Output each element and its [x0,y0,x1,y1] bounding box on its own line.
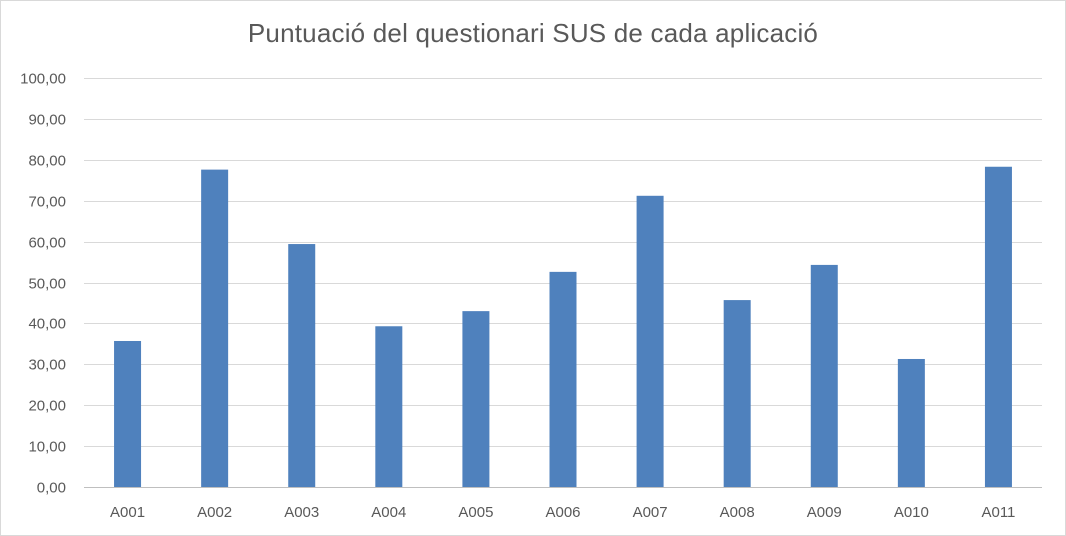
x-axis-tick-labels: A001 A002 A003 A004 A005 A006 A007 A008 A009 A010… [110,504,1015,521]
bar-a005 [462,311,490,487]
bars [114,166,1012,488]
x-tick-label: A008 [720,504,755,521]
x-tick-label: A007 [633,504,668,521]
x-tick-label: A003 [284,504,319,521]
bar-a007 [636,195,664,488]
y-tick-label: 100,00 [20,71,66,88]
x-tick-label: A011 [981,504,1015,521]
x-tick-label: A010 [894,504,929,521]
bar-a006 [549,271,577,487]
y-tick-label: 90,00 [28,112,66,129]
y-tick-label: 10,00 [28,439,66,456]
bar-a008 [723,300,751,487]
bar-a004 [375,326,403,487]
y-tick-label: 20,00 [28,398,66,415]
bar-a003 [288,244,316,487]
chart-title: Puntuació del questionari SUS de cada ap… [247,18,819,48]
x-tick-label: A004 [371,504,406,521]
y-tick-label: 40,00 [28,316,66,333]
x-tick-label: A002 [197,504,232,521]
bar-a009 [810,264,838,487]
y-tick-label: 70,00 [28,194,66,211]
bar-a011 [984,166,1012,487]
bar-a001 [114,340,142,487]
y-tick-label: 0,00 [37,480,66,497]
x-tick-label: A009 [807,504,842,521]
x-tick-label: A006 [545,504,580,521]
y-tick-label: 50,00 [28,276,66,293]
bar-a002 [201,169,229,487]
y-tick-label: 80,00 [28,153,66,170]
y-axis-tick-labels: 0,00 10,00 20,00 30,00 40,00 50,00 60,00 70,00 8… [20,71,66,497]
y-tick-label: 60,00 [28,235,66,252]
bar-a010 [897,358,925,487]
x-tick-label: A005 [458,504,493,521]
x-tick-label: A001 [110,504,145,521]
y-tick-label: 30,00 [28,357,66,374]
